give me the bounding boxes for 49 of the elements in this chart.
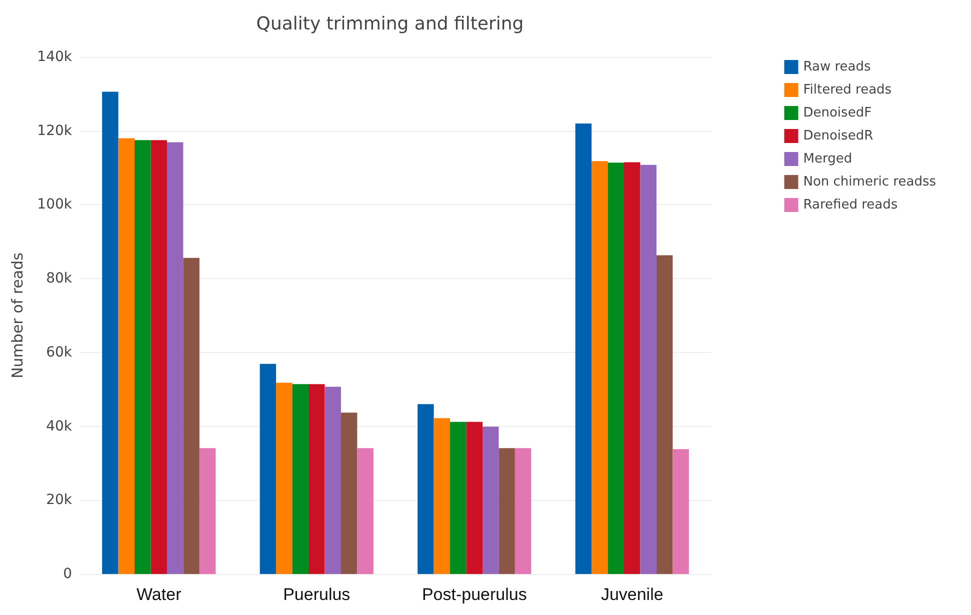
legend-label: Non chimeric readss [803, 174, 936, 190]
y-tick-label: 0 [63, 566, 72, 582]
bar [357, 448, 374, 574]
y-tick-label: 100k [37, 196, 73, 213]
bar [340, 412, 358, 574]
legend-label: DenoisedF [803, 106, 872, 120]
bar [150, 140, 167, 574]
legend-label: Rarefied reads [803, 198, 898, 212]
bar [624, 162, 640, 574]
bar [592, 161, 608, 574]
chart-title: Quality trimming and filtering [256, 14, 524, 34]
bar [276, 382, 292, 574]
bar [199, 448, 216, 574]
bar [450, 422, 466, 574]
legend-label: DenoisedR [803, 128, 874, 144]
bar [292, 384, 309, 574]
bar [575, 123, 592, 574]
bar [482, 426, 499, 574]
bar [118, 138, 135, 574]
y-tick-label: 120k [37, 122, 73, 139]
bar [308, 384, 325, 574]
x-tick-label: Water [136, 585, 182, 604]
bar [608, 162, 624, 574]
bar [183, 258, 200, 574]
bar [640, 164, 656, 574]
legend-label: Raw reads [803, 60, 871, 74]
bar [418, 404, 434, 574]
y-tick-label: 140k [37, 49, 73, 65]
bar [134, 140, 151, 574]
bar [656, 255, 673, 574]
bar [672, 449, 689, 574]
bar [498, 448, 515, 574]
bar [166, 142, 184, 574]
bar [324, 386, 341, 574]
x-tick-label: Puerulus [283, 585, 350, 604]
bar [466, 422, 482, 574]
x-tick-label: Juvenile [600, 585, 664, 604]
bar [102, 92, 118, 574]
legend-label: Filtered reads [803, 82, 892, 98]
bar [514, 448, 532, 574]
y-tick-label: 40k [46, 418, 73, 434]
x-tick-label: Post-puerulus [422, 585, 527, 604]
y-tick-label: 60k [46, 344, 73, 360]
y-tick-label: 80k [46, 270, 73, 287]
y-axis-title: Number of reads [8, 252, 26, 378]
bar [434, 418, 450, 574]
bar [260, 364, 276, 574]
legend-label: Merged [803, 152, 852, 166]
y-tick-label: 20k [46, 492, 73, 508]
